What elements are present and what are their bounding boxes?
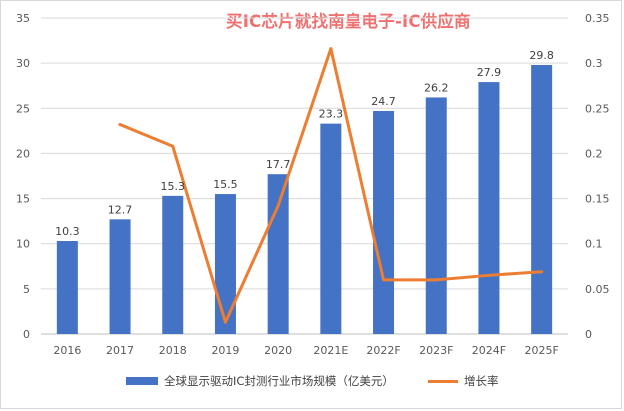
legend-line-swatch: [428, 379, 458, 383]
legend: 全球显示驱动IC封测行业市场规模（亿美元） 增长率: [0, 373, 624, 391]
line-point-2021E: [329, 47, 333, 51]
x-tick-2022F: 2022F: [366, 344, 400, 357]
right-tick-label: 0.35: [585, 12, 610, 25]
bar-2024F: [478, 82, 500, 334]
x-tick-2017: 2017: [106, 344, 134, 357]
x-tick-2024F: 2024F: [472, 344, 506, 357]
right-tick-label: 0: [585, 328, 592, 341]
data-label-2019: 15.5: [213, 178, 238, 191]
left-tick-label: 20: [16, 147, 30, 160]
left-axis-ticks: 0 5 10 15 20 25 30 35: [16, 12, 30, 341]
right-axis-ticks: 0 0.05 0.1 0.15 0.2 0.25 0.3 0.35: [585, 12, 610, 341]
data-label-2023F: 26.2: [424, 81, 449, 94]
legend-bar-label: 全球显示驱动IC封测行业市场规模（亿美元）: [164, 374, 394, 388]
data-label-2024F: 27.9: [477, 66, 502, 79]
x-tick-2023F: 2023F: [419, 344, 453, 357]
line-point-2024F: [487, 273, 491, 277]
line-series: [118, 47, 544, 324]
left-tick-label: 5: [23, 283, 30, 296]
bar-2017: [109, 219, 131, 334]
data-label-2021E: 23.3: [319, 108, 344, 121]
data-labels: 10.3 12.7 15.3 15.5 17.7 23.3 24.7 26.2 27.9 29.8: [55, 49, 554, 238]
legend-bar-swatch: [126, 377, 158, 385]
bar-2022F: [373, 110, 395, 334]
line-point-2019: [223, 320, 227, 324]
line-point-2022F: [382, 278, 386, 282]
x-tick-2019: 2019: [211, 344, 239, 357]
bar-2023F: [425, 97, 447, 334]
x-tick-2021E: 2021E: [313, 344, 348, 357]
bar-2016: [56, 241, 78, 334]
right-tick-label: 0.25: [585, 102, 610, 115]
data-label-2017: 12.7: [108, 203, 133, 216]
x-tick-2020: 2020: [264, 344, 292, 357]
left-tick-label: 15: [16, 193, 30, 206]
right-tick-label: 0.3: [585, 57, 603, 70]
left-tick-label: 10: [16, 238, 30, 251]
data-label-2022F: 24.7: [371, 95, 396, 108]
left-tick-label: 0: [23, 328, 30, 341]
watermark-text: 买IC芯片就找南皇电子-IC供应商: [226, 12, 471, 31]
left-tick-label: 25: [16, 102, 30, 115]
bar-2018: [162, 195, 184, 334]
line-point-2023F: [434, 278, 438, 282]
bar-2020: [267, 174, 289, 334]
legend-line-label: 增长率: [464, 374, 499, 388]
x-axis-ticks: 2016 2017 2018 2019 2020 2021E 2022F 2023F 2024F…: [53, 344, 558, 357]
left-tick-label: 35: [16, 12, 30, 25]
line-point-2017: [118, 123, 122, 127]
legend-item-bar: 全球显示驱动IC封测行业市场规模（亿美元）: [126, 373, 394, 389]
data-label-2018: 15.3: [161, 180, 186, 193]
legend-item-line: 增长率: [428, 373, 499, 389]
right-tick-label: 0.1: [585, 238, 603, 251]
right-tick-label: 0.05: [585, 283, 610, 296]
bar-2025F: [531, 64, 553, 334]
line-point-2020: [276, 204, 280, 208]
bar-2019: [214, 194, 236, 334]
x-tick-2016: 2016: [53, 344, 81, 357]
right-tick-label: 0.15: [585, 193, 610, 206]
data-label-2020: 17.7: [266, 158, 291, 171]
line-point-2025F: [540, 270, 544, 274]
data-label-2016: 10.3: [55, 225, 80, 238]
right-tick-label: 0.2: [585, 147, 603, 160]
data-label-2025F: 29.8: [529, 49, 554, 62]
x-tick-2018: 2018: [159, 344, 187, 357]
bar-2021E: [320, 123, 342, 335]
bar-series: [56, 64, 553, 335]
x-tick-2025F: 2025F: [524, 344, 558, 357]
line-point-2018: [171, 144, 175, 148]
left-tick-label: 30: [16, 57, 30, 70]
